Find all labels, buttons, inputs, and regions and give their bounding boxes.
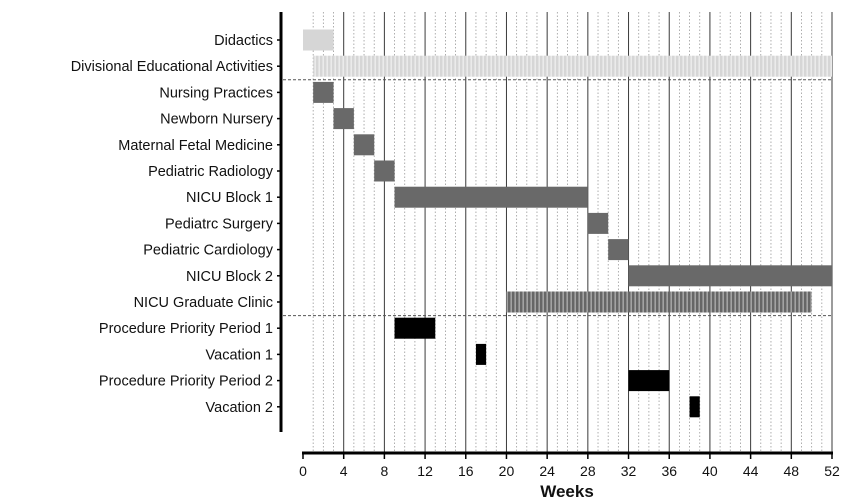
task-label: NICU Graduate Clinic <box>134 295 273 311</box>
task-labels: Didactics Divisional Educational Activiti… <box>71 33 274 416</box>
task-label: Pediatric Radiology <box>148 164 274 180</box>
task-label: NICU Block 2 <box>186 269 273 285</box>
x-tick-label: 48 <box>784 463 800 479</box>
task-bar <box>587 212 609 234</box>
task-bar <box>374 160 395 182</box>
task-bar <box>394 186 588 208</box>
x-tick-label: 20 <box>499 463 515 479</box>
x-tick-label: 24 <box>539 463 555 479</box>
task-label: Procedure Priority Period 2 <box>99 374 273 390</box>
task-bar <box>628 370 670 392</box>
task-label: Newborn Nursery <box>160 112 274 128</box>
task-label: Nursing Practices <box>159 85 273 101</box>
task-label: Procedure Priority Period 1 <box>99 321 273 337</box>
task-bar <box>628 265 832 287</box>
grid-lines <box>312 12 833 453</box>
task-bar <box>333 108 354 130</box>
x-tick-label: 40 <box>702 463 718 479</box>
task-bar <box>303 29 334 51</box>
task-bars <box>303 29 832 418</box>
task-label: Pediatric Cardiology <box>143 243 274 259</box>
task-bar <box>506 291 812 313</box>
x-tick-label: 0 <box>299 463 307 479</box>
x-tick-labels: 0 4 8 12 16 20 24 28 32 36 40 44 48 52 <box>299 463 840 479</box>
task-label: Didactics <box>214 33 273 49</box>
task-bar <box>313 81 334 103</box>
x-tick-label: 28 <box>580 463 596 479</box>
task-label: Pediatrc Surgery <box>165 216 274 232</box>
task-bar <box>353 134 375 156</box>
task-bar <box>394 317 436 339</box>
x-tick-label: 12 <box>417 463 433 479</box>
x-tick-label: 32 <box>621 463 637 479</box>
task-bar <box>608 239 629 261</box>
x-tick-label: 44 <box>743 463 759 479</box>
task-label: Vacation 2 <box>206 400 273 416</box>
x-tick-label: 36 <box>661 463 677 479</box>
task-bar <box>313 55 832 77</box>
x-axis-label: Weeks <box>540 482 594 501</box>
group-separators <box>283 79 832 317</box>
task-bar <box>689 396 700 418</box>
x-tick-label: 16 <box>458 463 474 479</box>
task-label: NICU Block 1 <box>186 190 273 206</box>
x-tick-label: 4 <box>340 463 348 479</box>
task-label: Maternal Fetal Medicine <box>118 138 273 154</box>
x-tick-label: 52 <box>824 463 840 479</box>
task-bar <box>475 343 487 365</box>
axes <box>277 12 833 459</box>
task-label: Divisional Educational Activities <box>71 59 273 75</box>
task-label: Vacation 1 <box>206 347 273 363</box>
x-tick-label: 8 <box>380 463 388 479</box>
